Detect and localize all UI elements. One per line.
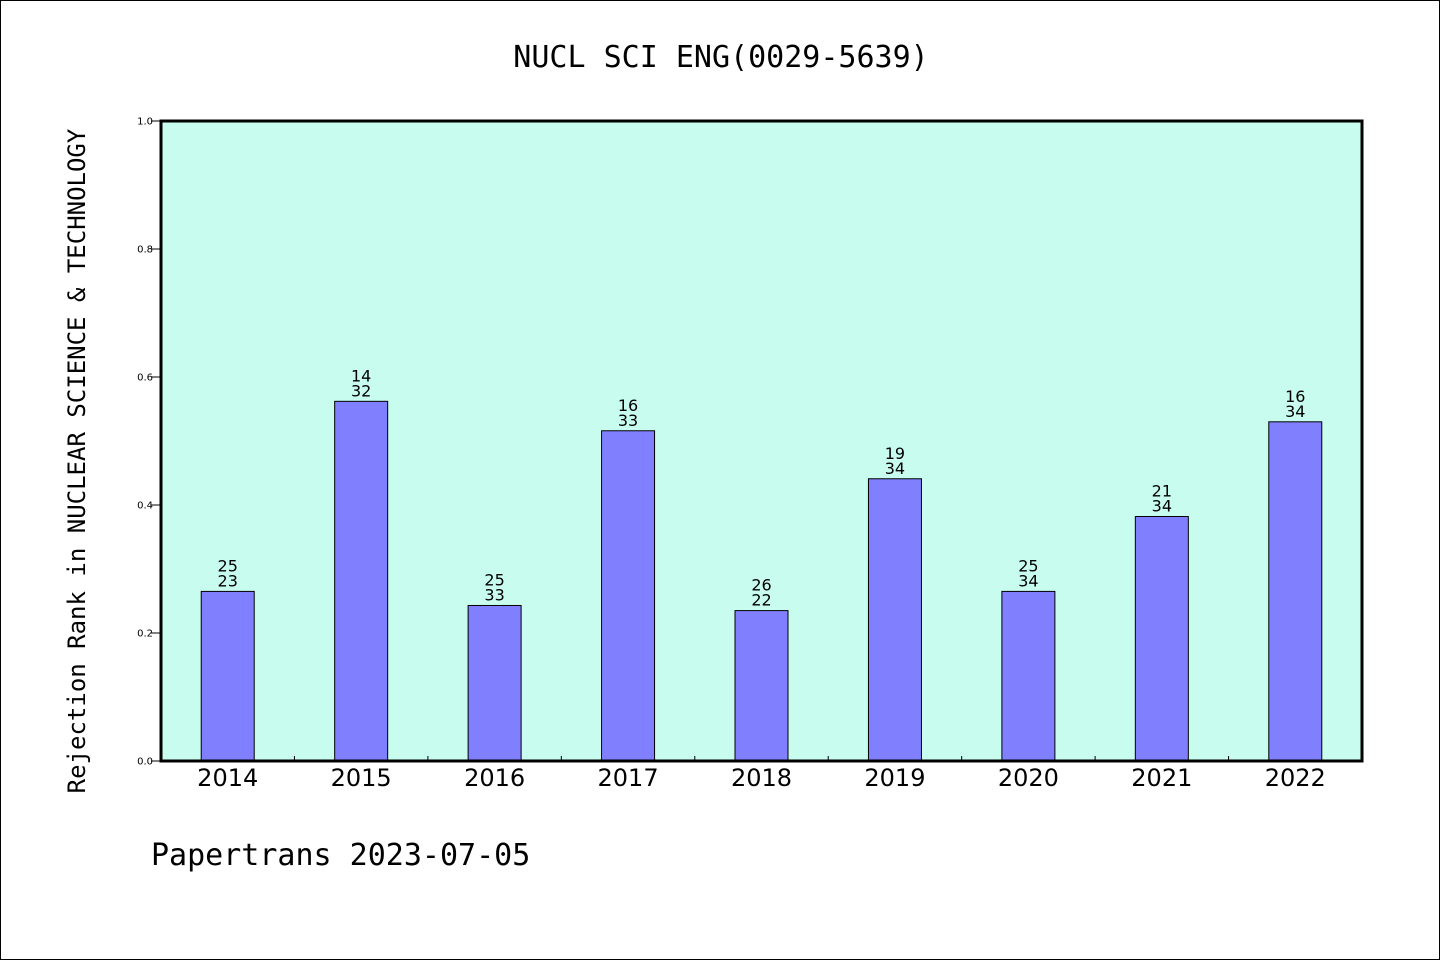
- x-tick-label: 2020: [998, 764, 1059, 792]
- y-axis-label: Rejection Rank in NUCLEAR SCIENCE & TECH…: [63, 128, 91, 793]
- x-tick-label: 2018: [731, 764, 792, 792]
- bar-label-top: 14: [351, 366, 371, 385]
- bar-label-top: 25: [218, 556, 238, 575]
- y-tick-label: 0.0: [137, 757, 153, 768]
- bar-label-top: 16: [618, 396, 638, 415]
- bar-label-bottom: 34: [1285, 402, 1305, 421]
- chart-title: NUCL SCI ENG(0029-5639): [513, 40, 928, 75]
- x-axis-ticks: 2014 2015 2016 2017 2018 2019 2020 2021 2022: [197, 756, 1326, 792]
- bar-label-top: 16: [1285, 387, 1305, 406]
- x-tick-label: 2022: [1265, 764, 1326, 792]
- bar-label-top: 21: [1152, 482, 1172, 501]
- bar: [1268, 421, 1323, 762]
- y-tick-label: 0.6: [137, 373, 153, 384]
- plot-border: [159, 119, 1364, 763]
- x-tick-label: 2017: [598, 764, 659, 792]
- bar-label-top: 25: [484, 570, 504, 589]
- bar-label-bottom: 33: [484, 585, 504, 604]
- bar-label-bottom: 34: [885, 459, 905, 478]
- bar: [334, 400, 389, 762]
- bar-label-bottom: 22: [751, 591, 771, 610]
- bar: [200, 590, 255, 762]
- bar-label-top: 19: [885, 444, 905, 463]
- y-tick-label: 0.2: [137, 629, 153, 640]
- bar-label-top: 26: [751, 576, 771, 595]
- x-tick-label: 2016: [464, 764, 525, 792]
- y-tick-label: 0.4: [137, 501, 153, 512]
- bar: [734, 610, 789, 762]
- bar: [1134, 516, 1189, 762]
- bar-label-bottom: 32: [351, 381, 371, 400]
- bar-label-bottom: 34: [1152, 497, 1172, 516]
- x-tick-label: 2015: [331, 764, 392, 792]
- footer-credit: Papertrans 2023-07-05: [151, 838, 530, 873]
- y-tick-label: 0.8: [137, 245, 153, 256]
- bar: [467, 604, 522, 762]
- x-tick-label: 2014: [197, 764, 258, 792]
- y-tick-label: 1.0: [137, 117, 153, 128]
- bar-label-top: 25: [1018, 556, 1038, 575]
- bar-label-bottom: 34: [1018, 571, 1038, 590]
- bar-label-bottom: 23: [218, 571, 238, 590]
- bar: [867, 478, 922, 762]
- bar-label-bottom: 33: [618, 411, 638, 430]
- bar: [1001, 590, 1056, 762]
- y-axis-ticks: 0.0 0.2 0.4 0.6 0.8 1.0: [137, 117, 161, 768]
- x-tick-label: 2021: [1131, 764, 1192, 792]
- bar: [601, 430, 656, 762]
- x-tick-label: 2019: [864, 764, 925, 792]
